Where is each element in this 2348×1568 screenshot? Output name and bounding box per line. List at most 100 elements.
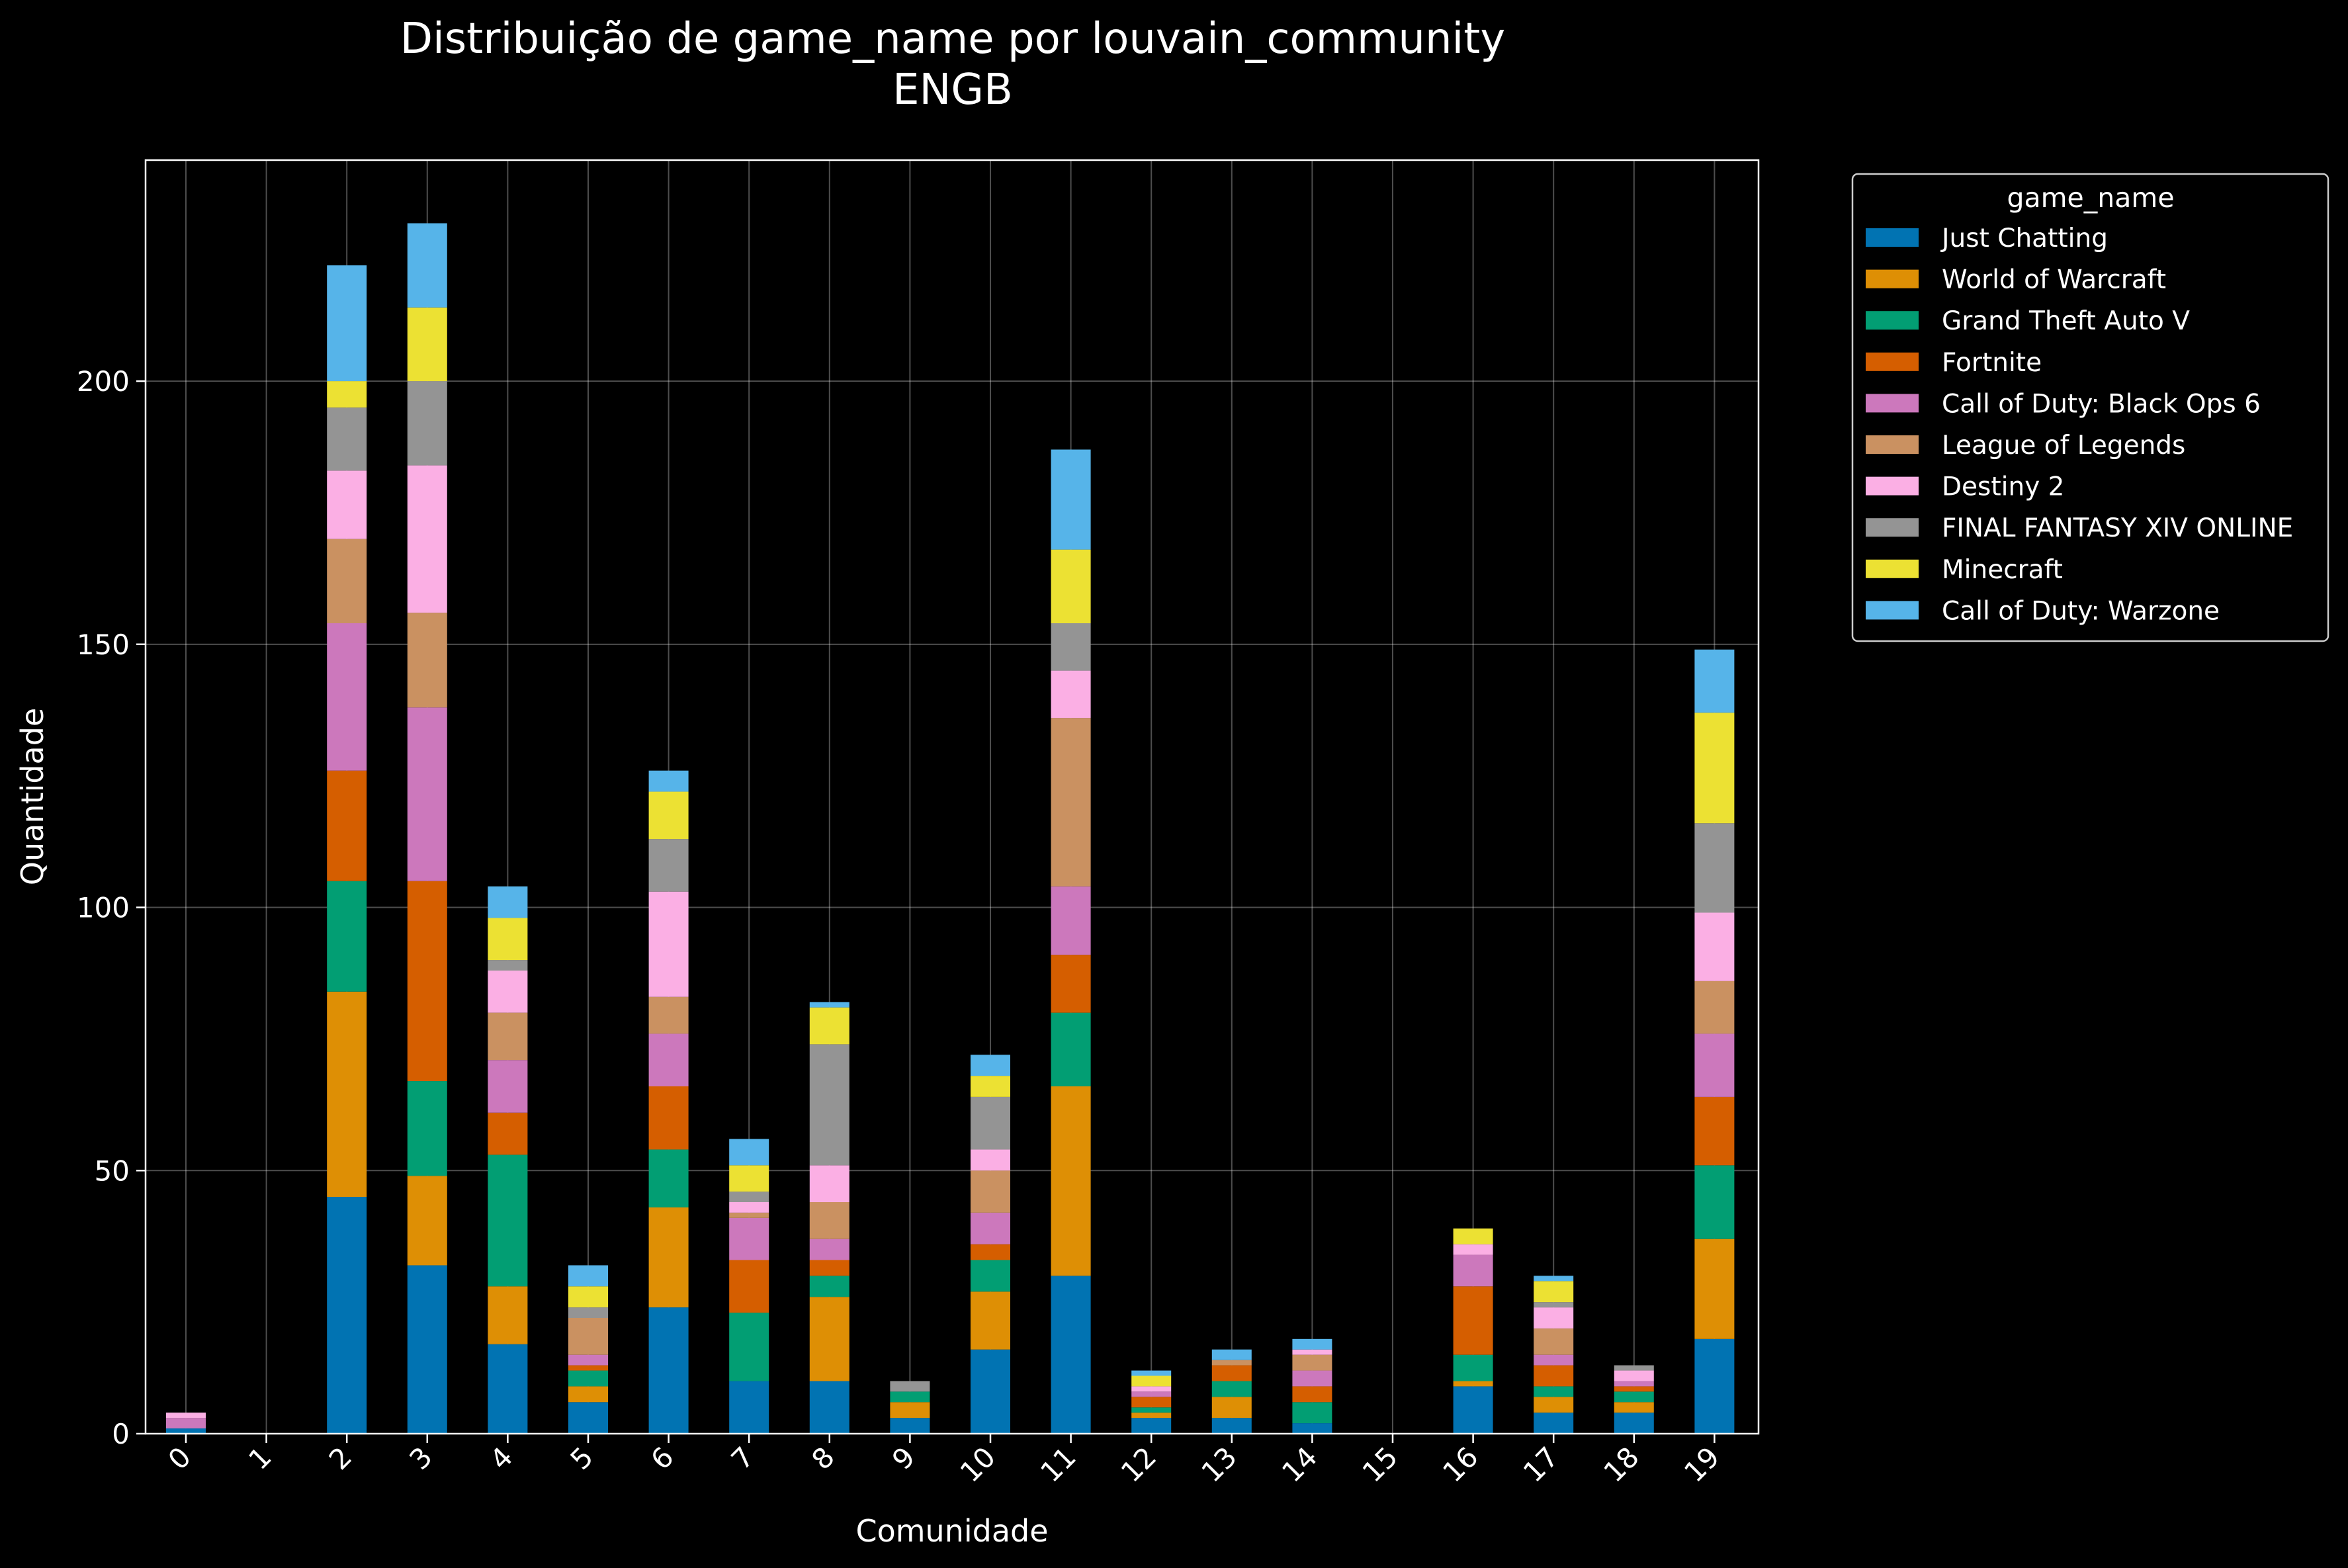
bar-segment: [729, 1202, 769, 1213]
bar-segment: [568, 1318, 608, 1355]
bar-segment: [1453, 1254, 1493, 1287]
bar-segment: [809, 1260, 849, 1276]
bar-segment: [648, 1149, 689, 1207]
bar-segment: [488, 1154, 528, 1287]
bar-segment: [488, 918, 528, 961]
bar-segment: [407, 223, 447, 308]
bar-segment: [648, 791, 689, 840]
bar-segment: [327, 770, 367, 881]
bar-segment: [568, 1265, 608, 1287]
legend-label: Minecraft: [1942, 555, 2063, 585]
bar-segment: [1131, 1391, 1172, 1397]
bar-segment: [327, 1197, 367, 1434]
bar-segment: [1614, 1391, 1654, 1403]
bar-segment: [1211, 1365, 1252, 1381]
y-tick-label: 0: [112, 1418, 130, 1450]
y-tick-label: 150: [77, 629, 130, 661]
bar-segment: [1534, 1397, 1574, 1413]
bar-segment: [809, 1202, 849, 1239]
legend-label: World of Warcraft: [1942, 265, 2166, 295]
bar-segment: [1211, 1360, 1252, 1366]
bar-segment: [1051, 549, 1091, 623]
bar-segment: [648, 1086, 689, 1150]
bar-segment: [1131, 1386, 1172, 1392]
plot-frame: [144, 159, 1760, 1435]
bar-segment: [327, 539, 367, 623]
bar-segment: [971, 1349, 1010, 1434]
legend-entries: Just Chatting World of Warcraft Grand Thef…: [1866, 224, 2293, 626]
bar-segment: [1051, 955, 1091, 1013]
bar-segment: [568, 1354, 608, 1366]
y-tick-label: 200: [77, 365, 130, 398]
bar-segment: [1292, 1386, 1332, 1403]
bar-segment: [1131, 1413, 1172, 1418]
bar-segment: [890, 1418, 930, 1434]
bar-segment: [488, 1012, 528, 1061]
bar-segment: [1534, 1413, 1574, 1434]
bar-segment: [1534, 1386, 1574, 1397]
legend-swatch: [1866, 559, 1919, 578]
bar-segment: [327, 407, 367, 471]
bar-segment: [1292, 1338, 1332, 1350]
bar-segment: [1131, 1375, 1172, 1387]
bar-segment: [809, 1007, 849, 1045]
bar-segment: [729, 1139, 769, 1166]
bar-segment: [1453, 1354, 1493, 1381]
bar-segment: [1614, 1365, 1654, 1371]
bar-segment: [1131, 1370, 1172, 1376]
bar-segment: [488, 1344, 528, 1434]
bar-segment: [568, 1386, 608, 1403]
bar-segment: [648, 1307, 689, 1434]
bar-segment: [488, 1060, 528, 1113]
bar-segment: [1051, 1086, 1091, 1276]
bar-segment: [1211, 1381, 1252, 1397]
bar-segment: [1453, 1386, 1493, 1434]
bar-segment: [1534, 1328, 1574, 1355]
bar-segment: [729, 1260, 769, 1313]
bar-segment: [1051, 449, 1091, 550]
bar-segment: [971, 1260, 1010, 1292]
legend-title: game_name: [2007, 182, 2174, 214]
bar-segment: [1614, 1386, 1654, 1392]
bar-segment: [1614, 1370, 1654, 1381]
bar-segment: [1211, 1397, 1252, 1418]
legend-label: Destiny 2: [1942, 472, 2064, 502]
bar-segment: [809, 1165, 849, 1202]
bar-segment: [971, 1096, 1010, 1150]
legend-label: Grand Theft Auto V: [1942, 306, 2190, 336]
legend-swatch: [1866, 518, 1919, 537]
legend-swatch: [1866, 435, 1919, 454]
bar-segment: [327, 470, 367, 539]
bar-segment: [1694, 1165, 1735, 1239]
bar-segment: [1534, 1307, 1574, 1328]
legend-label: Call of Duty: Black Ops 6: [1942, 389, 2261, 419]
legend-label: Just Chatting: [1940, 224, 2108, 253]
bar-segment: [407, 1176, 447, 1266]
bar-segment: [1051, 1012, 1091, 1086]
bar-segment: [327, 881, 367, 992]
legend-box: [1851, 173, 2329, 642]
bar-segment: [1292, 1370, 1332, 1387]
bar-segment: [729, 1192, 769, 1202]
legend: game_name Just Chatting World of Warcraft…: [1851, 173, 2329, 642]
bar-segment: [568, 1286, 608, 1308]
bar-segment: [1051, 1276, 1091, 1434]
bar-segment: [809, 1044, 849, 1166]
legend-swatch: [1866, 269, 1919, 288]
bar-segment: [890, 1391, 930, 1403]
bar-segment: [1614, 1381, 1654, 1387]
bar-segment: [407, 707, 447, 881]
bar-segment: [971, 1055, 1010, 1076]
legend-label: FINAL FANTASY XIV ONLINE: [1942, 513, 2293, 543]
bar-segment: [568, 1370, 608, 1387]
bars: [166, 223, 1735, 1434]
legend-swatch: [1866, 352, 1919, 371]
bar-segment: [1694, 649, 1735, 713]
bar-segment: [407, 881, 447, 1082]
bar-segment: [890, 1381, 930, 1392]
legend-label: League of Legends: [1942, 431, 2185, 460]
y-axis-label: Quantidade: [15, 708, 50, 885]
bar-segment: [1534, 1276, 1574, 1282]
bar-segment: [407, 465, 447, 613]
